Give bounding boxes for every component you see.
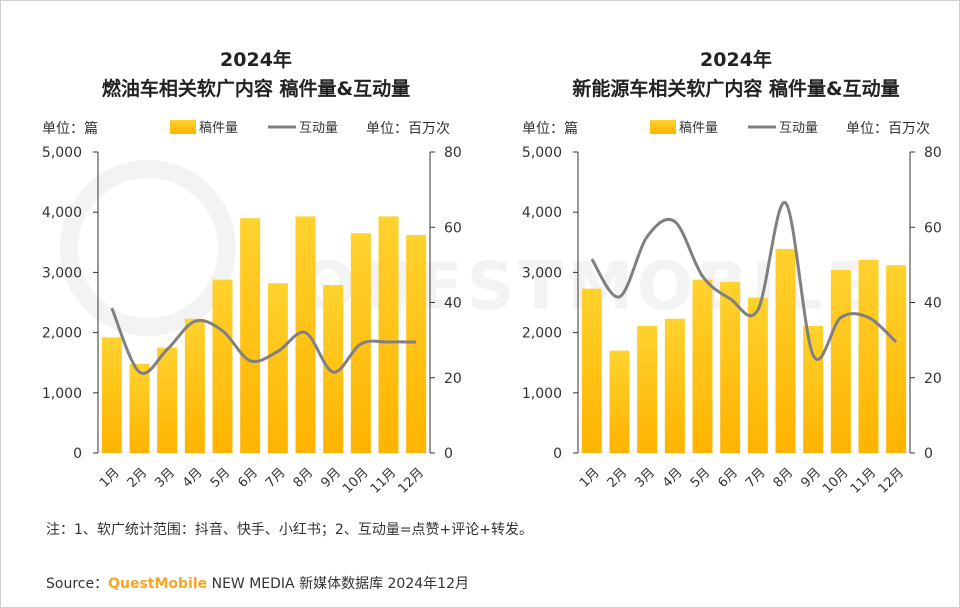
x-tick-label: 5月: [688, 465, 714, 491]
chart-title: 2024年: [700, 48, 772, 71]
bar: [295, 216, 316, 453]
y-axis-left-unit: 单位：篇: [42, 121, 98, 137]
bar: [240, 218, 261, 453]
x-tick-label: 5月: [208, 465, 234, 491]
bar: [157, 347, 178, 453]
x-tick-label: 6月: [715, 465, 741, 491]
bar: [378, 216, 399, 453]
x-tick-label: 12月: [875, 465, 906, 496]
y-left-tick-label: 2,000: [522, 326, 562, 342]
x-tick-label: 10月: [820, 465, 851, 496]
chart-title: 2024年: [220, 48, 292, 71]
bar: [101, 337, 122, 453]
bar: [886, 265, 907, 453]
y-axis-left-unit: 单位：篇: [522, 121, 578, 137]
source-prefix: Source：: [46, 576, 109, 592]
y-right-tick-label: 0: [444, 446, 453, 462]
bar: [775, 248, 796, 453]
x-tick-label: 2月: [125, 465, 151, 491]
bar: [803, 325, 824, 453]
x-tick-label: 11月: [848, 465, 879, 496]
bar: [184, 318, 205, 453]
x-tick-label: 3月: [152, 465, 178, 491]
source-suffix: NEW MEDIA 新媒体数据库 2024年12月: [207, 576, 469, 592]
x-tick-label: 6月: [235, 465, 261, 491]
bar: [637, 325, 658, 453]
legend-swatch-bar: [650, 120, 676, 134]
legend-label-bar: 稿件量: [199, 120, 238, 136]
y-right-tick-label: 20: [924, 371, 942, 387]
legend-label-bar: 稿件量: [679, 120, 718, 136]
y-left-tick-label: 5,000: [42, 145, 82, 161]
y-left-tick-label: 3,000: [522, 265, 562, 281]
bar: [129, 363, 150, 453]
bar: [747, 297, 768, 453]
source-line: Source：QuestMobile NEW MEDIA 新媒体数据库 2024…: [46, 573, 469, 593]
y-right-tick-label: 0: [924, 446, 933, 462]
bar: [720, 282, 741, 453]
bar: [581, 288, 602, 453]
bar: [664, 318, 685, 453]
y-axis-right-unit: 单位：百万次: [846, 121, 930, 137]
bar: [406, 235, 427, 453]
x-tick-label: 10月: [340, 465, 371, 496]
bar: [212, 279, 233, 453]
x-tick-label: 4月: [180, 465, 206, 491]
y-left-tick-label: 4,000: [522, 205, 562, 221]
y-right-tick-label: 40: [924, 296, 942, 312]
y-left-tick-label: 1,000: [42, 386, 82, 402]
bar: [609, 350, 630, 453]
x-tick-label: 3月: [632, 465, 658, 491]
x-tick-label: 8月: [771, 465, 797, 491]
x-tick-label: 12月: [395, 465, 426, 496]
legend-label-line: 互动量: [299, 121, 338, 136]
source-brand: QuestMobile: [108, 576, 208, 592]
y-left-tick-label: 4,000: [42, 205, 82, 221]
y-left-tick-label: 2,000: [42, 326, 82, 342]
y-axis-right-unit: 单位：百万次: [366, 121, 450, 137]
x-tick-label: 11月: [368, 465, 399, 496]
y-right-tick-label: 60: [444, 220, 462, 236]
y-left-tick-label: 0: [73, 446, 82, 462]
bar: [267, 283, 288, 453]
chart-subtitle: 燃油车相关软广内容 稿件量&互动量: [102, 77, 410, 100]
x-tick-label: 8月: [291, 465, 317, 491]
x-tick-label: 4月: [660, 465, 686, 491]
bar: [830, 269, 851, 453]
bar: [858, 259, 879, 453]
footnote: 注：1、软广统计范围：抖音、快手、小红书；2、互动量=点赞+评论+转发。: [46, 522, 534, 538]
y-right-tick-label: 40: [444, 296, 462, 312]
y-left-tick-label: 5,000: [522, 145, 562, 161]
interaction-line: [110, 307, 417, 375]
bar: [323, 285, 344, 453]
y-right-tick-label: 60: [924, 220, 942, 236]
y-right-tick-label: 80: [444, 145, 462, 161]
y-right-tick-label: 20: [444, 371, 462, 387]
y-left-tick-label: 0: [553, 446, 562, 462]
y-left-tick-label: 1,000: [522, 386, 562, 402]
bar: [692, 279, 713, 453]
y-left-tick-label: 3,000: [42, 265, 82, 281]
x-tick-label: 7月: [743, 465, 769, 491]
chart-subtitle: 新能源车相关软广内容 稿件量&互动量: [572, 77, 899, 100]
legend-label-line: 互动量: [779, 121, 818, 136]
y-right-tick-label: 80: [924, 145, 942, 161]
x-tick-label: 1月: [97, 465, 123, 491]
x-tick-label: 7月: [263, 465, 289, 491]
x-tick-label: 2月: [605, 465, 631, 491]
x-tick-label: 1月: [577, 465, 603, 491]
legend-swatch-bar: [170, 120, 196, 134]
